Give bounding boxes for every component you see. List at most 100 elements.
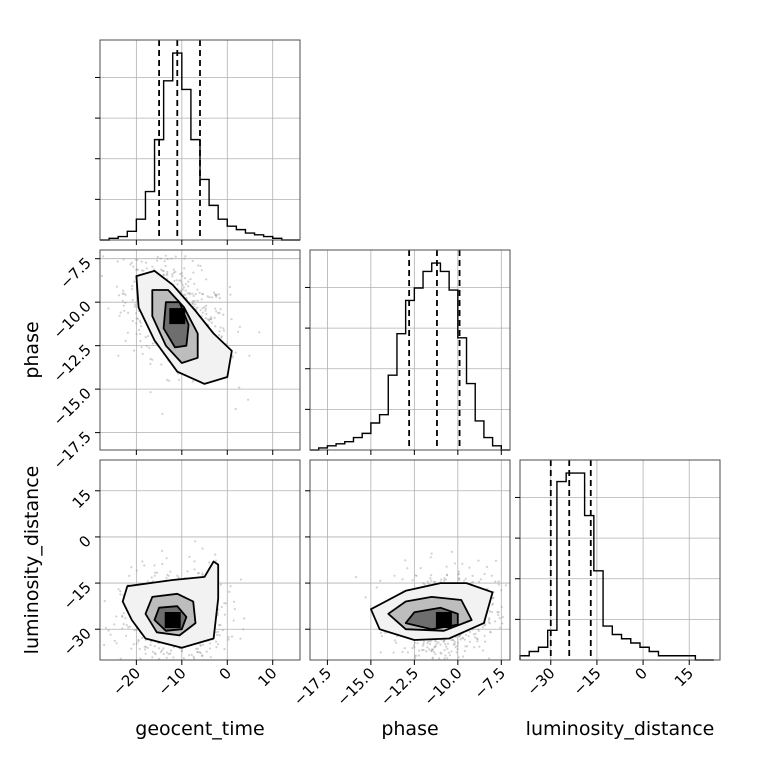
scatter-point <box>468 566 471 569</box>
scatter-point <box>139 340 142 343</box>
scatter-point <box>430 648 433 651</box>
scatter-point <box>238 386 241 389</box>
scatter-point <box>161 549 164 553</box>
scatter-point <box>491 603 494 606</box>
scatter-point <box>401 650 404 654</box>
scatter-point <box>177 576 180 579</box>
scatter-point <box>444 654 447 657</box>
y-axis-label-phase: phase <box>21 321 43 378</box>
scatter-point <box>234 407 237 411</box>
scatter-point <box>501 616 504 619</box>
scatter-point <box>180 650 183 653</box>
scatter-point <box>180 649 183 652</box>
contours-geocent-time-luminosity-distance <box>121 560 220 649</box>
scatter-point <box>201 574 204 577</box>
scatter-point <box>188 291 191 295</box>
scatter-point <box>104 626 107 630</box>
scatter-point <box>127 626 130 629</box>
scatter-point <box>139 657 142 660</box>
scatter-point <box>234 351 237 354</box>
scatter-point <box>210 296 214 299</box>
scatter-point <box>150 576 153 579</box>
scatter-point <box>204 309 207 312</box>
x-tick-label: −30 <box>523 664 558 699</box>
x-tick-label: −15.0 <box>333 664 378 709</box>
x-tick-label: −10 <box>155 664 190 699</box>
scatter-point <box>183 257 186 260</box>
scatter-point <box>162 652 165 656</box>
scatter-point <box>450 550 453 554</box>
scatter-point <box>189 278 192 281</box>
scatter-point <box>452 643 455 646</box>
scatter-point <box>119 311 122 314</box>
scatter-point <box>147 335 150 338</box>
scatter-point <box>205 312 208 316</box>
scatter-point <box>450 638 453 642</box>
scatter-point <box>164 254 167 257</box>
scatter-point <box>213 316 216 319</box>
scatter-point <box>136 268 139 271</box>
scatter-point <box>196 306 199 309</box>
scatter-point <box>427 640 430 643</box>
scatter-point <box>457 656 460 659</box>
scatter-point <box>222 313 225 316</box>
scatter-point <box>153 645 156 648</box>
scatter-point <box>404 559 407 562</box>
scatter-point <box>140 325 143 328</box>
scatter-point <box>162 273 165 276</box>
scatter-point <box>174 255 177 258</box>
scatter-point <box>197 572 200 575</box>
scatter-point <box>379 631 383 635</box>
scatter-point <box>176 574 179 577</box>
scatter-point <box>192 300 195 303</box>
panel-frame <box>99 39 301 241</box>
scatter-point <box>218 297 221 300</box>
scatter-point <box>434 653 437 656</box>
scatter-point <box>215 646 218 649</box>
scatter-point <box>175 279 178 282</box>
contour-level-3 <box>404 606 459 631</box>
scatter-point <box>143 645 146 648</box>
scatter-point <box>426 580 429 583</box>
scatter-point <box>413 641 416 645</box>
scatter-point <box>118 294 121 297</box>
scatter-point <box>417 654 421 657</box>
scatter-point <box>445 645 448 648</box>
scatter-point <box>435 642 438 645</box>
scatter-point <box>380 635 383 638</box>
scatter-point <box>180 271 183 275</box>
scatter-point <box>472 633 475 636</box>
scatter-point <box>124 301 127 304</box>
scatter-point <box>214 325 217 328</box>
scatter-point <box>149 391 152 394</box>
scatter-point <box>205 304 208 307</box>
scatter-point <box>478 645 481 648</box>
scatter-point <box>168 379 171 382</box>
scatter-point <box>446 657 449 660</box>
scatter-point <box>490 610 493 614</box>
scatter-point <box>488 610 491 613</box>
scatter-point <box>117 588 120 591</box>
scatter-point <box>182 288 185 291</box>
scatter-point <box>439 643 442 646</box>
scatter-point <box>445 574 449 577</box>
scatter-point <box>201 307 204 310</box>
scatter-point <box>430 649 433 652</box>
scatter-point <box>457 570 460 573</box>
scatter-point <box>218 330 221 333</box>
scatter-point <box>143 564 146 567</box>
scatter-point <box>151 342 154 345</box>
scatter-point <box>123 309 126 312</box>
scatter-point <box>166 573 169 576</box>
scatter-point <box>457 572 460 575</box>
scatter-point <box>145 344 148 348</box>
scatter-point <box>144 645 148 649</box>
scatter-point <box>195 647 198 651</box>
scatter-point <box>422 642 425 645</box>
scatter-point <box>215 295 218 298</box>
scatter-point <box>217 643 220 646</box>
scatter-point <box>455 651 458 654</box>
scatter-point <box>238 325 241 328</box>
scatter-point <box>231 356 234 359</box>
y-tick-label: −30 <box>60 624 95 659</box>
